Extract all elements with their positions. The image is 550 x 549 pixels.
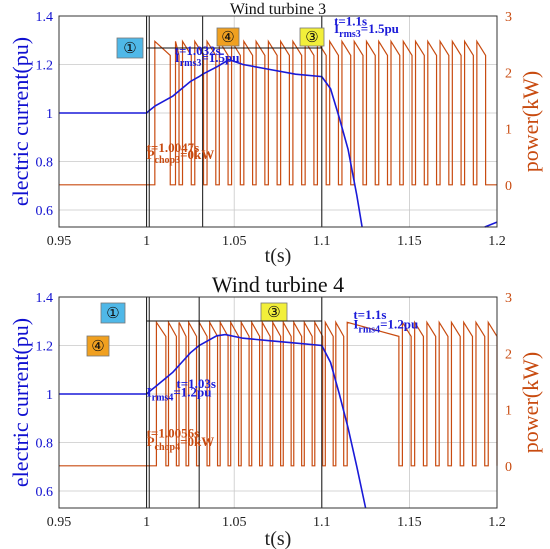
annotation-value: =1.5pu — [361, 21, 399, 36]
y-right-tick-label: 2 — [505, 66, 512, 81]
stage-badge — [299, 27, 325, 47]
annotation-main: t=1.1s — [353, 307, 386, 322]
y-left-tick-label: 0.6 — [36, 485, 54, 500]
x-tick-label: 0.95 — [47, 234, 72, 249]
annotation-main: t=1.03s — [176, 376, 216, 391]
x-tick-label: 1.1 — [313, 234, 331, 249]
annotation-value: =0kW — [180, 147, 214, 162]
x-tick-label: 1.15 — [397, 234, 422, 249]
annotation-label: Pchop3=0kW — [147, 147, 215, 166]
y-left-tick-label: 1.4 — [36, 10, 54, 25]
annotation-label: t=1.032s — [175, 43, 221, 58]
y-left-tick-label: 1 — [46, 107, 53, 122]
y-right-tick-label: 2 — [505, 347, 512, 362]
y-left-tick-label: 1.4 — [36, 291, 54, 306]
y-left-tick-label: 0.8 — [36, 156, 54, 171]
annotation-label: t=1.1s — [334, 14, 367, 29]
annotation-label: Pchop4=0kW — [147, 434, 215, 453]
y-left-tick-label: 0.8 — [36, 437, 54, 452]
x-axis-label: t(s) — [265, 245, 292, 267]
annotation-label: Irms3=1.5pu — [334, 21, 399, 40]
stage-badge-label: ① — [123, 41, 136, 57]
annotation-label: Irms4=1.2pu — [147, 384, 212, 403]
annotation-subscript: rms3 — [339, 29, 361, 40]
y-right-axis-label: power(kW) — [518, 71, 543, 172]
stage-badge-label: ④ — [91, 339, 104, 355]
annotation-main: P — [147, 147, 155, 162]
y-left-axis-label: electric current(pu) — [8, 37, 33, 206]
annotation-main: t=1.032s — [175, 43, 221, 58]
chart-title: Wind turbine 4 — [212, 272, 344, 297]
annotation-main: I — [147, 384, 152, 399]
y-left-tick-label: 1.2 — [36, 59, 54, 74]
current-series-line — [59, 58, 363, 228]
x-tick-label: 0.95 — [47, 515, 72, 530]
annotation-label: Irms4=1.2pu — [353, 317, 418, 336]
stage-badge-label: ④ — [221, 30, 234, 46]
annotation-main: t=1.0056s — [147, 426, 200, 441]
annotation-main: I — [334, 21, 339, 36]
y-left-tick-label: 1.2 — [36, 340, 54, 355]
chart-title: Wind turbine 3 — [230, 1, 326, 18]
current-series-line — [59, 333, 367, 509]
annotation-main: P — [147, 434, 155, 449]
stage-badge — [100, 302, 126, 324]
annotation-subscript: chop3 — [155, 155, 181, 166]
y-right-tick-label: 0 — [505, 179, 512, 194]
chart-panel-1: 0.95 1 1.05 1.1 1.15 1.2 0.6 0.8 1 1.2 1.4 0 1 2 3 t(s)… — [8, 1, 543, 267]
annotation-label: t=1.03s — [176, 376, 216, 391]
annotation-label: Irms3=1.5pu — [175, 50, 240, 69]
x-tick-label: 1 — [143, 515, 150, 530]
annotation-subscript: rms4 — [358, 325, 380, 336]
x-tick-label: 1.2 — [488, 234, 506, 249]
annotation-value: =1.2pu — [380, 317, 418, 332]
y-left-axis-label: electric current(pu) — [8, 318, 33, 487]
x-tick-label: 1.05 — [222, 515, 247, 530]
chart-panel-2: 0.95 1 1.05 1.1 1.15 1.2 0.6 0.8 1 1.2 1.4 0 1 2 3 t(s)… — [8, 272, 543, 549]
stage-badge-label: ③ — [267, 305, 280, 321]
annotation-value: =1.2pu — [173, 384, 211, 399]
stage-badge-label: ③ — [305, 30, 318, 46]
current-series-tail — [484, 221, 498, 228]
x-tick-label: 1.15 — [397, 515, 422, 530]
y-right-tick-label: 1 — [505, 404, 512, 419]
annotation-main: t=1.1s — [334, 14, 367, 29]
annotation-subscript: rms3 — [180, 58, 202, 69]
y-right-tick-label: 1 — [505, 123, 512, 138]
x-tick-label: 1.2 — [488, 515, 506, 530]
y-right-tick-label: 3 — [505, 291, 512, 306]
stage-badge — [216, 27, 240, 47]
y-left-tick-label: 0.6 — [36, 204, 54, 219]
x-axis-label: t(s) — [265, 528, 292, 549]
annotation-label: t=1.0056s — [147, 426, 200, 441]
annotation-subscript: chop4 — [155, 442, 181, 453]
annotation-value: =1.5pu — [201, 50, 239, 65]
stage-badge — [86, 335, 110, 357]
axes-frame — [58, 296, 498, 509]
annotation-label: t=1.0047s — [147, 140, 200, 155]
y-left-tick-label: 1 — [46, 388, 53, 403]
annotation-main: I — [353, 317, 358, 332]
annotation-value: =0kW — [180, 434, 214, 449]
axes-frame — [58, 15, 498, 228]
stage-badge-label: ① — [106, 306, 119, 322]
x-tick-label: 1.05 — [222, 234, 247, 249]
annotation-main: I — [175, 50, 180, 65]
annotation-label: t=1.1s — [353, 307, 386, 322]
y-right-axis-label: power(kW) — [518, 352, 543, 453]
stage-badge — [116, 37, 144, 59]
y-right-tick-label: 3 — [505, 10, 512, 25]
x-tick-label: 1.1 — [313, 515, 331, 530]
y-right-tick-label: 0 — [505, 460, 512, 475]
annotation-subscript: rms4 — [152, 392, 174, 403]
x-tick-label: 1 — [143, 234, 150, 249]
annotation-main: t=1.0047s — [147, 140, 200, 155]
